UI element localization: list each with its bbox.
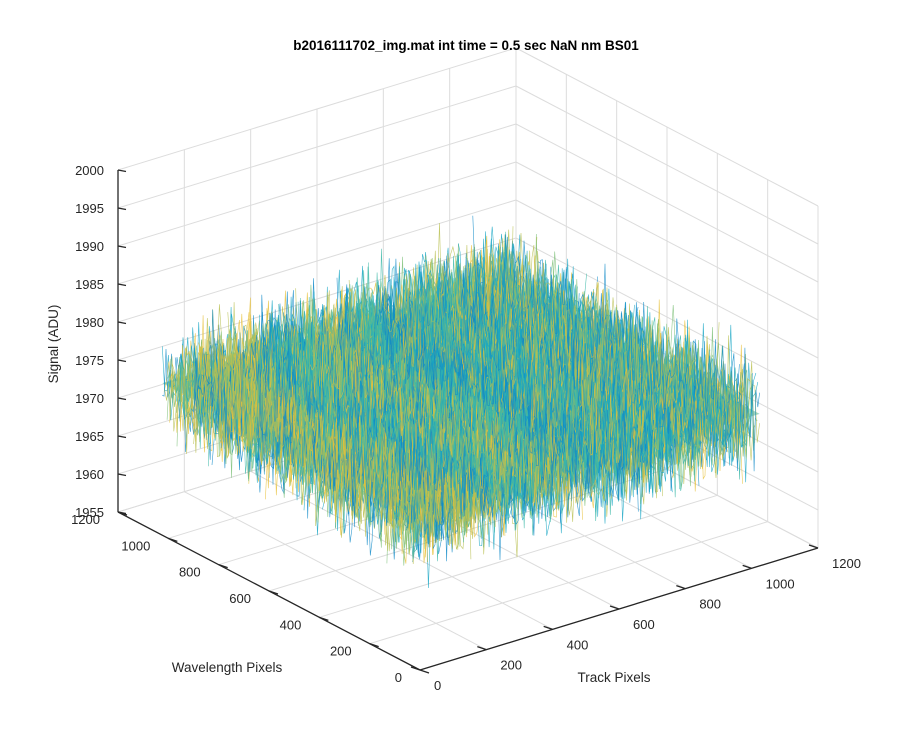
y-tick — [117, 511, 128, 516]
z-tick — [117, 169, 127, 173]
wall-gridline — [515, 199, 819, 359]
z-tick-label: 2000 — [75, 163, 104, 178]
wall-gridline — [117, 85, 517, 209]
x-tick-label: 0 — [434, 678, 441, 693]
z-tick — [117, 359, 127, 363]
y-tick-label: 600 — [229, 591, 251, 606]
y-tick — [268, 590, 279, 595]
wall-gridline — [117, 161, 517, 285]
x-tick-label: 600 — [633, 617, 655, 632]
z-tick-label: 1990 — [75, 239, 104, 254]
wall-gridline — [515, 47, 819, 207]
z-tick — [117, 397, 127, 401]
y-tick — [319, 616, 329, 621]
floor-gridline — [319, 494, 718, 618]
x-tick-label: 400 — [567, 637, 589, 652]
x-tick — [477, 646, 487, 651]
x-axis-label: Track Pixels — [577, 670, 650, 685]
wall-gridline — [515, 161, 819, 321]
chart-title: b2016111702_img.mat int time = 0.5 sec N… — [293, 38, 639, 53]
x-tick — [742, 564, 752, 569]
y-tick — [168, 537, 178, 542]
x-tick — [676, 585, 686, 590]
y-tick-label: 200 — [330, 644, 352, 659]
y-tick-label: 800 — [179, 565, 201, 580]
z-tick-label: 1975 — [75, 353, 104, 368]
surface-line — [479, 231, 739, 475]
z-tick — [117, 283, 127, 287]
surface-line — [501, 234, 760, 472]
y-tick — [218, 564, 228, 569]
axes: 1955196019651970197519801985199019952000… — [71, 163, 861, 693]
y-tick-label: 400 — [280, 617, 302, 632]
x-tick-label: 1200 — [832, 556, 861, 571]
z-axis-label: Signal (ADU) — [46, 305, 61, 384]
y-tick-label: 0 — [395, 670, 402, 685]
surface — [162, 215, 760, 589]
y-tick-label: 1000 — [121, 538, 150, 553]
z-tick-label: 1985 — [75, 277, 104, 292]
y-axis-label: Wavelength Pixels — [172, 660, 283, 675]
x-tick — [410, 666, 421, 671]
x-tick-label: 800 — [699, 597, 721, 612]
y-tick-label: 1200 — [71, 512, 100, 527]
z-tick — [117, 207, 127, 211]
wall-gridline — [117, 47, 517, 171]
z-tick — [117, 245, 127, 249]
wall-gridline — [515, 123, 819, 283]
y-tick — [419, 669, 430, 674]
z-tick-label: 1960 — [75, 467, 104, 482]
floor-gridline — [369, 521, 768, 645]
wall-gridline — [515, 237, 819, 397]
z-tick-label: 1970 — [75, 391, 104, 406]
x-tick — [543, 625, 553, 630]
floor-gridline — [268, 468, 668, 592]
z-tick-label: 1955 — [75, 505, 104, 520]
y-tick — [369, 643, 379, 648]
x-tick-label: 200 — [500, 658, 522, 673]
wall-gridline — [117, 199, 517, 323]
z-tick — [117, 321, 127, 325]
x-tick-label: 1000 — [766, 576, 795, 591]
x-tick — [808, 544, 819, 549]
z-tick-label: 1995 — [75, 201, 104, 216]
wall-gridline — [515, 85, 819, 245]
z-tick-label: 1965 — [75, 429, 104, 444]
z-tick-label: 1980 — [75, 315, 104, 330]
wall-gridline — [117, 123, 517, 247]
z-tick — [117, 435, 127, 439]
surface-line — [496, 244, 756, 461]
x-tick — [609, 605, 620, 610]
z-tick — [117, 473, 127, 477]
